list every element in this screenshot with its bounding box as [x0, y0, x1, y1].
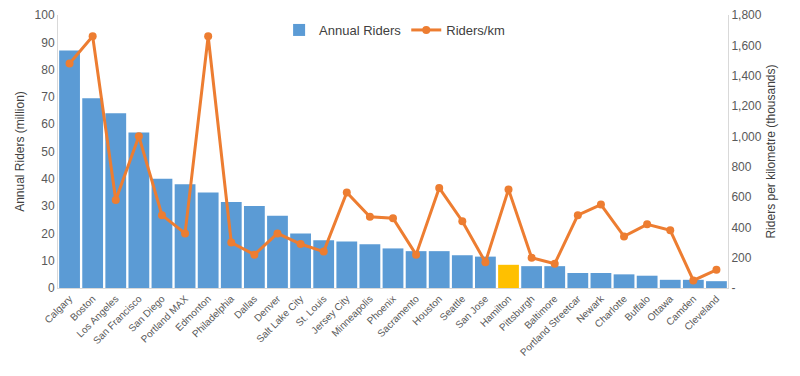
svg-text:600: 600 [731, 190, 751, 204]
svg-text:800: 800 [731, 160, 751, 174]
svg-text:70: 70 [41, 90, 55, 104]
svg-text:1,800: 1,800 [731, 8, 761, 22]
svg-text:San Francisco: San Francisco [91, 293, 144, 346]
svg-text:1,400: 1,400 [731, 69, 761, 83]
svg-text:Boston: Boston [68, 293, 98, 323]
svg-text:30: 30 [41, 199, 55, 213]
svg-text:-: - [731, 281, 735, 295]
svg-text:Riders per kilometre (thousand: Riders per kilometre (thousands) [764, 64, 778, 238]
svg-text:Dallas: Dallas [232, 293, 259, 320]
svg-text:20: 20 [41, 227, 55, 241]
svg-text:Seattle: Seattle [437, 293, 467, 323]
svg-text:Sacramento: Sacramento [375, 293, 421, 339]
svg-text:Ottawa: Ottawa [645, 293, 675, 323]
svg-text:200: 200 [731, 251, 751, 265]
svg-text:Portland Streetcar: Portland Streetcar [518, 293, 583, 358]
svg-text:1,000: 1,000 [731, 130, 761, 144]
svg-text:San Diego: San Diego [126, 293, 167, 334]
svg-text:Edmonton: Edmonton [173, 293, 213, 333]
svg-text:Newark: Newark [574, 292, 606, 324]
svg-text:50: 50 [41, 145, 55, 159]
svg-text:Riders/km: Riders/km [446, 23, 505, 38]
svg-text:Minneapolis: Minneapolis [329, 293, 375, 339]
svg-text:Annual Riders: Annual Riders [319, 23, 401, 38]
svg-text:1,200: 1,200 [731, 99, 761, 113]
svg-text:Calgary: Calgary [42, 293, 74, 325]
svg-text:100: 100 [35, 8, 55, 22]
svg-text:Camden: Camden [664, 293, 699, 328]
svg-text:Pittsburgh: Pittsburgh [497, 293, 537, 333]
svg-text:Philadelphia: Philadelphia [190, 293, 237, 340]
svg-text:Houston: Houston [410, 293, 444, 327]
svg-text:St. Louis: St. Louis [293, 293, 328, 328]
svg-text:80: 80 [41, 63, 55, 77]
svg-text:San Jose: San Jose [453, 293, 491, 331]
svg-text:Buffalo: Buffalo [622, 293, 652, 323]
svg-text:Cleveland: Cleveland [682, 293, 721, 332]
svg-text:60: 60 [41, 117, 55, 131]
svg-text:Charlotte: Charlotte [593, 293, 630, 330]
svg-text:Portland MAX: Portland MAX [139, 293, 191, 345]
svg-text:Baltimore: Baltimore [522, 293, 560, 331]
svg-text:Phoenix: Phoenix [365, 293, 398, 326]
svg-text:1,600: 1,600 [731, 39, 761, 53]
svg-text:Salt Lake City: Salt Lake City [254, 293, 305, 344]
svg-text:40: 40 [41, 172, 55, 186]
svg-text:400: 400 [731, 221, 751, 235]
svg-text:Jersey City: Jersey City [309, 293, 352, 336]
svg-text:90: 90 [41, 36, 55, 50]
svg-text:Denver: Denver [252, 293, 283, 324]
svg-text:Los Angeles: Los Angeles [74, 293, 120, 339]
svg-text:10: 10 [41, 254, 55, 268]
svg-text:0: 0 [48, 281, 55, 295]
svg-text:Hamilton: Hamilton [478, 293, 514, 329]
svg-text:Annual Riders (million): Annual Riders (million) [13, 91, 27, 212]
